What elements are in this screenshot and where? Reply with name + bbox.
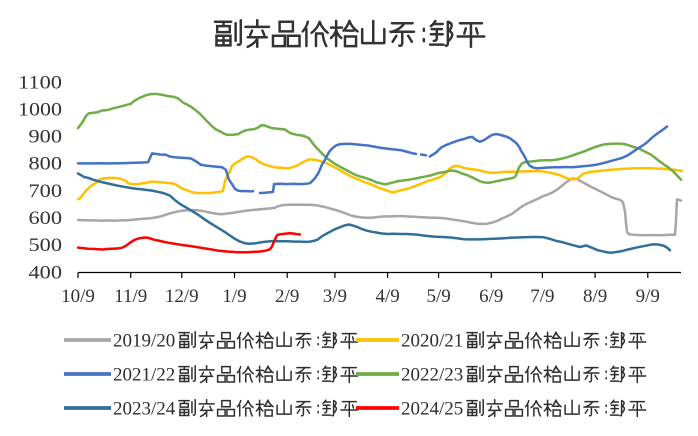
svg-text:2022/23: 2022/23 (401, 364, 463, 385)
svg-text:700: 700 (29, 181, 63, 202)
svg-text:2021/22: 2021/22 (113, 364, 175, 385)
svg-text:3/9: 3/9 (323, 286, 347, 307)
svg-text:9/9: 9/9 (636, 286, 660, 307)
svg-text:8/9: 8/9 (583, 286, 607, 307)
svg-text:7/9: 7/9 (530, 286, 554, 307)
svg-text:10/9: 10/9 (61, 286, 95, 307)
svg-text:400: 400 (29, 262, 63, 283)
svg-text:5/9: 5/9 (426, 286, 450, 307)
svg-text:2024/25: 2024/25 (401, 398, 463, 419)
svg-text:6/9: 6/9 (479, 286, 503, 307)
svg-text:1/9: 1/9 (222, 286, 246, 307)
svg-text:12/9: 12/9 (165, 286, 199, 307)
svg-text:2023/24: 2023/24 (113, 398, 176, 419)
svg-text:2/9: 2/9 (275, 286, 299, 307)
svg-text:2020/21: 2020/21 (401, 330, 463, 351)
svg-text:4/9: 4/9 (375, 286, 399, 307)
svg-text:11/9: 11/9 (114, 286, 147, 307)
svg-text:500: 500 (29, 235, 63, 256)
svg-text:600: 600 (29, 208, 63, 229)
svg-text:900: 900 (29, 127, 63, 148)
svg-text:2019/20: 2019/20 (113, 330, 175, 351)
svg-text:1000: 1000 (18, 99, 62, 120)
svg-text:800: 800 (29, 154, 63, 175)
svg-text:1100: 1100 (18, 72, 62, 93)
